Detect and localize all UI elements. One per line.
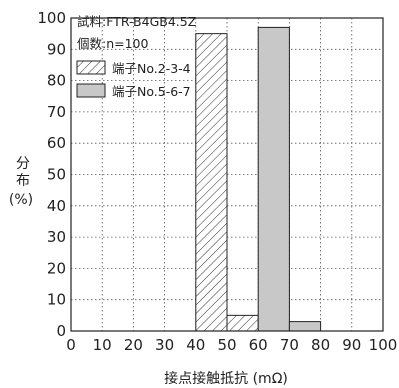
bar-terminal-2-3-4 [226, 314, 259, 332]
bars [195, 26, 322, 332]
y-tick-label: 50 [47, 166, 66, 184]
y-tick-label: 20 [47, 259, 66, 277]
x-tick-label: 30 [155, 336, 174, 354]
legend-swatch-filled [76, 83, 106, 98]
y-tick-label: 80 [47, 72, 66, 90]
x-tick-label: 40 [186, 336, 205, 354]
legend-label-terminal-5-6-7: 端子No.5-6-7 [112, 84, 191, 99]
legend-swatch-hatched [76, 60, 106, 75]
legend: 試料:FTR-B4GB4.5Z 個数:n=100 端子No.2-3-4 端子No… [76, 14, 196, 99]
y-axis-title: 分 布 (%) [9, 156, 33, 208]
x-tick-label: 50 [217, 336, 236, 354]
y-axis-title-line-3: (%) [9, 192, 33, 208]
x-axis-title: 接点接触抵抗 (mΩ) [164, 370, 288, 387]
x-tick-label: 80 [311, 336, 330, 354]
y-tick-label: 40 [47, 197, 66, 215]
x-tick-label: 90 [342, 336, 361, 354]
x-tick-labels: 0 10 20 30 40 50 60 70 80 90 100 [66, 336, 397, 354]
legend-label-terminal-2-3-4: 端子No.2-3-4 [112, 61, 191, 76]
bar-terminal-5-6-7 [288, 321, 322, 332]
legend-sample-info: 試料:FTR-B4GB4.5Z [77, 14, 196, 29]
plot-frame [70, 17, 384, 332]
x-tick-label: 70 [280, 336, 299, 354]
x-tick-label: 100 [369, 336, 398, 354]
y-tick-label: 60 [47, 134, 66, 152]
bar-terminal-5-6-7 [257, 26, 290, 332]
y-tick-label: 30 [47, 228, 66, 246]
x-tick-label: 60 [249, 336, 268, 354]
x-tick-label: 20 [124, 336, 143, 354]
y-tick-label: 70 [47, 103, 66, 121]
y-tick-label: 100 [37, 9, 66, 27]
y-tick-label: 0 [56, 322, 66, 340]
y-tick-label: 10 [47, 291, 66, 309]
y-tick-labels: 0 10 20 30 40 50 60 70 80 90 100 [37, 9, 66, 340]
x-tick-label: 0 [66, 336, 76, 354]
y-axis-title-line-2: 布 [16, 173, 30, 189]
x-tick-label: 10 [93, 336, 112, 354]
y-tick-label: 90 [47, 40, 66, 58]
bar-terminal-2-3-4 [195, 33, 228, 332]
legend-count-info: 個数:n=100 [77, 36, 149, 51]
y-axis-title-line-1: 分 [16, 156, 30, 172]
